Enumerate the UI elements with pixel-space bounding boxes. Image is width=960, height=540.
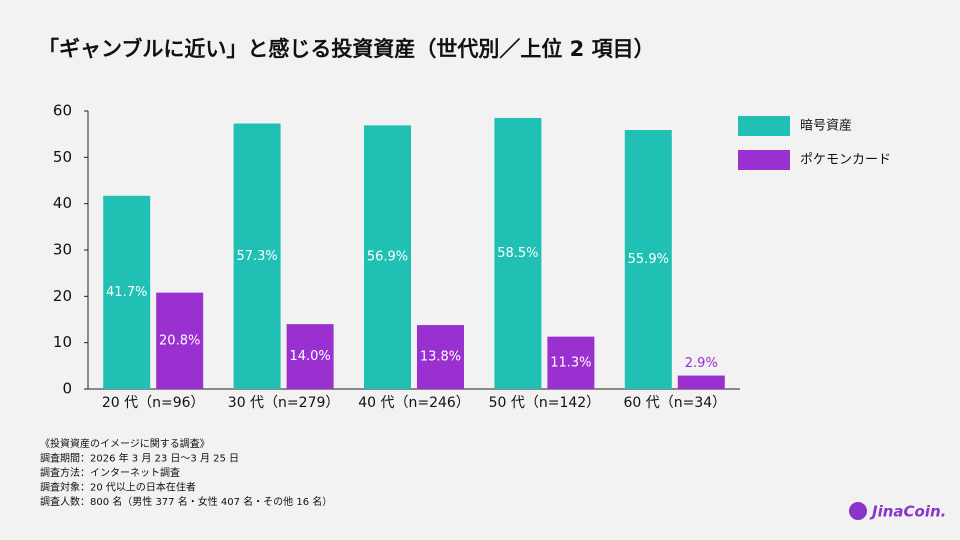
bar [156, 292, 204, 389]
note: 調査期間：2026 年 3 月 23 日〜3 月 25 日 [40, 452, 239, 465]
value-label: 56.9% [367, 250, 408, 265]
x-tick-label: 30 代（n=279） [228, 395, 340, 411]
legend-label: 暗号資産 [800, 118, 852, 134]
y-tick-label: 40 [53, 194, 72, 212]
note: 《投資資産のイメージに関する調査》 [40, 437, 210, 450]
value-label: 2.9% [685, 356, 718, 371]
y-tick-label: 50 [53, 148, 72, 166]
value-label: 57.3% [236, 249, 277, 264]
bar [677, 375, 725, 389]
x-tick-label: 50 代（n=142） [489, 395, 601, 411]
legend-swatch [738, 150, 790, 170]
x-tick-label: 60 代（n=34） [623, 395, 726, 411]
bar [494, 117, 542, 389]
note: 調査対象：20 代以上の日本在住者 [40, 481, 196, 494]
bar [103, 195, 151, 389]
value-label: 55.9% [628, 252, 669, 267]
x-tick-label: 40 代（n=246） [358, 395, 470, 411]
bar [547, 336, 595, 389]
value-label: 20.8% [159, 333, 200, 348]
bar [417, 325, 464, 389]
value-label: 13.8% [420, 350, 461, 365]
value-label: 14.0% [289, 349, 330, 364]
chart-title: 「ギャンブルに近い」と感じる投資資産（世代別／上位 2 項目） [38, 37, 655, 61]
value-label: 11.3% [550, 355, 591, 370]
bar [364, 125, 411, 389]
legend-swatch [738, 116, 790, 136]
bar [624, 129, 672, 389]
logo: JinaCoin. [869, 503, 946, 521]
logo-icon [849, 502, 867, 520]
value-label: 58.5% [497, 246, 538, 261]
bar [233, 123, 281, 389]
y-tick-label: 10 [53, 333, 72, 351]
bar [286, 324, 334, 389]
y-tick-label: 0 [62, 380, 72, 398]
legend-label: ポケモンカード [800, 153, 891, 168]
y-tick-label: 60 [53, 102, 72, 120]
note: 調査方法：インターネット調査 [40, 466, 180, 479]
x-tick-label: 20 代（n=96） [102, 395, 205, 411]
note: 調査人数：800 名（男性 377 名・女性 407 名・その他 16 名） [40, 495, 332, 508]
y-tick-label: 20 [53, 287, 72, 305]
value-label: 41.7% [106, 285, 147, 300]
y-tick-label: 30 [53, 241, 72, 259]
